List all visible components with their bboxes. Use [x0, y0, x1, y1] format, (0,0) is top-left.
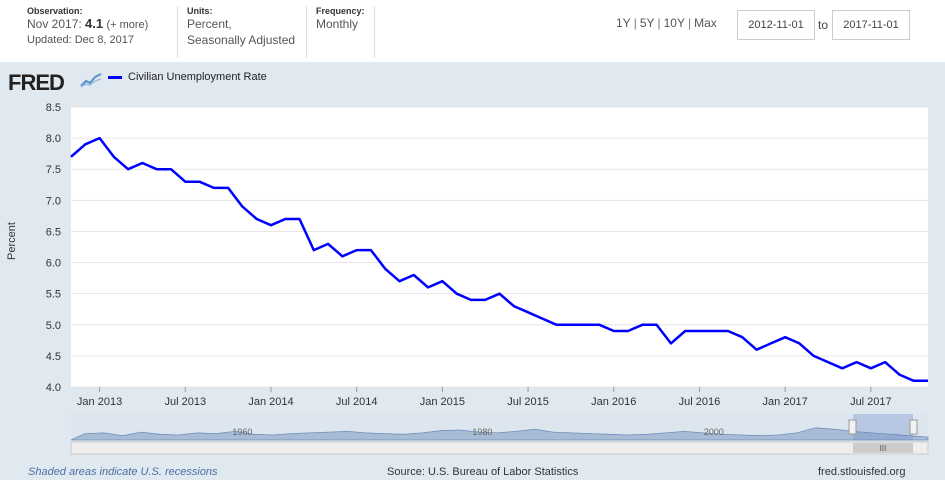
frequency-block: Frequency: Monthly [316, 6, 365, 32]
source-text: Source: U.S. Bureau of Labor Statistics [387, 466, 579, 478]
units-label: Units: [187, 6, 213, 16]
y-tick-label: 5.0 [46, 320, 61, 332]
divider [306, 6, 307, 58]
x-tick-label: Jul 2015 [507, 396, 549, 408]
units-line-2: Seasonally Adjusted [187, 33, 296, 47]
observation-value: 4.1 [85, 16, 104, 31]
observation-more-link[interactable]: (+ more) [106, 19, 149, 31]
units-block: Units: Percent, Seasonally Adjusted [187, 6, 295, 48]
x-tick-label: Jan 2013 [77, 396, 122, 408]
legend-label: Civilian Unemployment Rate [128, 71, 267, 83]
navigator-ticks: 1960 1980 2000 [232, 427, 723, 437]
range-1y-button[interactable]: 1Y [616, 16, 631, 30]
navigator-selection[interactable] [853, 414, 913, 440]
x-tick-label: Jul 2017 [850, 396, 892, 408]
x-tick-label: Jul 2016 [679, 396, 721, 408]
divider [177, 6, 178, 58]
frequency-value: Monthly [316, 17, 359, 31]
legend-swatch [108, 75, 122, 79]
navigator-left-handle[interactable] [848, 419, 857, 435]
units-line-1: Percent, [187, 17, 232, 31]
x-tick-label: Jan 2014 [248, 396, 293, 408]
range-10y-button[interactable]: 10Y [663, 16, 685, 30]
x-axis-ticks: Jan 2013 Jul 2013 Jan 2014 Jul 2014 Jan 2015… [77, 387, 892, 408]
observation-block: Observation: Nov 2017: 4.1 (+ more) Upda… [27, 6, 148, 46]
observation-date: Nov 2017: [27, 17, 82, 31]
navigator[interactable]: 1960 1980 2000 III [70, 414, 929, 455]
observation-value-line: Nov 2017: 4.1 (+ more) [27, 16, 148, 33]
y-tick-label: 6.5 [46, 226, 61, 238]
scrollbar-grip-icon: III [880, 444, 887, 453]
y-tick-label: 7.0 [46, 195, 61, 207]
header-bar: Observation: Nov 2017: 4.1 (+ more) Upda… [0, 0, 945, 62]
x-tick-label: Jul 2014 [336, 396, 378, 408]
scrollbar-thumb[interactable] [853, 443, 913, 453]
site-link[interactable]: fred.stlouisfed.org [818, 466, 906, 478]
navigator-series-area [70, 427, 929, 441]
x-tick-label: Jan 2017 [763, 396, 808, 408]
range-max-button[interactable]: Max [694, 16, 717, 30]
range-5y-button[interactable]: 5Y [639, 16, 655, 30]
line-chart-icon [80, 72, 102, 88]
y-tick-label: 4.5 [46, 351, 61, 363]
observation-label: Observation: [27, 6, 83, 16]
range-selector: 1Y | 5Y | 10Y | Max [616, 16, 717, 30]
chart-svg[interactable]: 8.58.07.57.06.56.05.55.04.54.0 Jan 2013 J… [0, 62, 945, 462]
y-tick-label: 4.0 [46, 382, 61, 394]
fred-logo[interactable]: FRED [8, 70, 65, 95]
navigator-tick-label: 1980 [472, 427, 492, 437]
series-line-civilian-unemployment-rate[interactable] [70, 136, 928, 383]
y-tick-label: 5.5 [46, 289, 61, 301]
y-axis-ticks: 8.5 8.0 7.5 7.0 6.5 6.0 5.5 5.0 4.5 4.0 [46, 102, 61, 394]
end-date-input[interactable] [832, 10, 910, 40]
navigator-right-handle[interactable] [909, 419, 918, 435]
y-tick-label: 8.5 [46, 102, 61, 114]
navigator-tick-label: 1960 [232, 427, 252, 437]
x-tick-label: Jan 2016 [591, 396, 636, 408]
series-layer [70, 136, 928, 383]
scrollbar-track[interactable] [70, 441, 929, 455]
to-label: to [818, 18, 829, 32]
x-tick-label: Jan 2015 [420, 396, 465, 408]
navigator-tick-label: 2000 [704, 427, 724, 437]
y-tick-label: 7.5 [46, 164, 61, 176]
plot-area [71, 107, 928, 387]
x-tick-label: Jul 2013 [164, 396, 206, 408]
chart-legend[interactable]: Civilian Unemployment Rate [108, 71, 267, 83]
frequency-label: Frequency: [316, 6, 365, 16]
y-tick-label: 6.0 [46, 258, 61, 270]
recession-note: Shaded areas indicate U.S. recessions [28, 466, 218, 478]
start-date-input[interactable] [737, 10, 815, 40]
updated-text: Updated: Dec 8, 2017 [27, 34, 135, 46]
divider [374, 6, 375, 58]
y-tick-label: 8.0 [46, 133, 61, 145]
